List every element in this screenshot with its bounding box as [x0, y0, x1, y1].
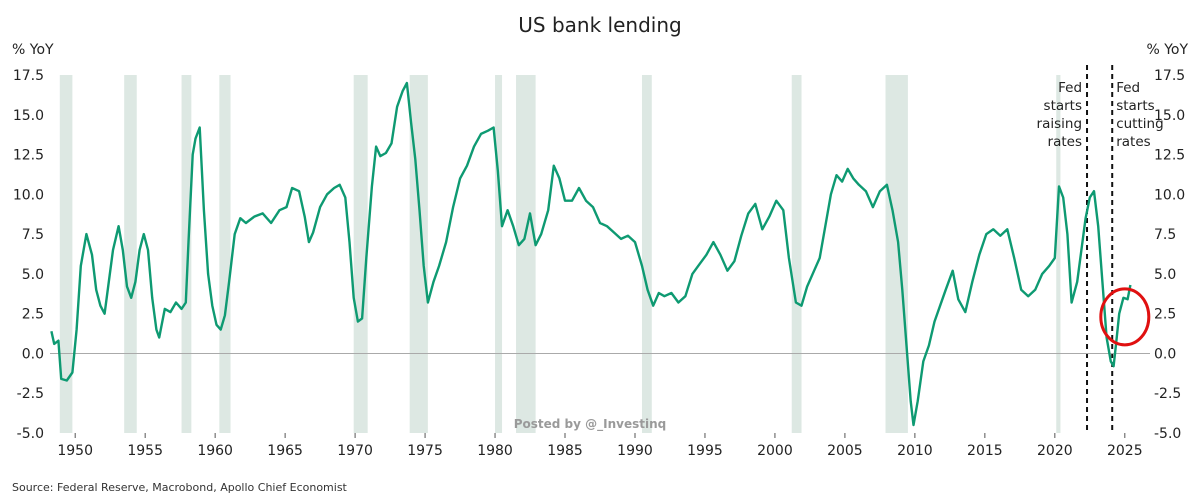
y-tick-right-4: 7.5	[1154, 227, 1176, 243]
x-tick-11: 2005	[827, 443, 863, 459]
recession-band-5	[409, 75, 428, 433]
x-tick-15: 2025	[1107, 443, 1143, 459]
source-note: Source: Federal Reserve, Macrobond, Apol…	[12, 481, 348, 494]
recession-band-6	[495, 75, 503, 433]
recession-band-8	[641, 75, 652, 433]
x-tick-8: 1990	[617, 443, 653, 459]
x-tick-4: 1970	[337, 443, 373, 459]
recession-band-4	[353, 75, 368, 433]
recession-band-7	[516, 75, 536, 433]
recession-band-10	[885, 75, 908, 433]
fed-rate-lines	[1086, 65, 1114, 433]
axes: 17.5 17.5 15.0 15.0 12.5 12.5 10.0 10.0 7.5 7.5 5.…	[13, 68, 1185, 459]
x-tick-7: 1985	[547, 443, 583, 459]
watermark: Posted by @_Investinq	[514, 417, 667, 432]
y-tick-right-9: -5.0	[1154, 426, 1181, 442]
left-axis-unit: % YoY	[12, 42, 54, 58]
chart-title: US bank lending	[518, 13, 681, 37]
x-tick-13: 2015	[967, 443, 1003, 459]
recession-band-2	[181, 75, 192, 433]
x-tick-14: 2020	[1037, 443, 1073, 459]
annotation-0-line-0: Fed	[1058, 80, 1082, 96]
y-tick-left-6: 2.5	[22, 307, 44, 323]
y-tick-left-1: 15.0	[13, 108, 44, 124]
y-tick-left-4: 7.5	[22, 227, 44, 243]
y-tick-left-5: 5.0	[22, 267, 44, 283]
x-tick-5: 1975	[407, 443, 443, 459]
annotation-0-line-3: rates	[1048, 134, 1082, 150]
y-tick-left-9: -5.0	[17, 426, 44, 442]
x-tick-10: 2000	[757, 443, 793, 459]
recession-bands	[59, 75, 1061, 433]
x-tick-3: 1965	[267, 443, 303, 459]
highlight-circle	[1099, 287, 1151, 347]
annotation-0-line-1: starts	[1044, 98, 1082, 114]
x-tick-9: 1995	[687, 443, 723, 459]
bank-lending-line	[50, 81, 1132, 427]
y-tick-right-8: -2.5	[1154, 386, 1181, 402]
y-tick-right-5: 5.0	[1154, 267, 1176, 283]
annotation-1-line-1: starts	[1116, 98, 1154, 114]
annotations: Fed starts raising rates Fed starts cutting rat…	[1037, 80, 1164, 150]
recession-band-11	[1056, 75, 1061, 433]
recession-band-0	[59, 75, 73, 433]
y-tick-right-2: 12.5	[1154, 148, 1185, 164]
y-tick-right-1: 15.0	[1154, 108, 1185, 124]
recession-band-3	[219, 75, 231, 433]
y-tick-left-3: 10.0	[13, 187, 44, 203]
x-tick-6: 1980	[477, 443, 513, 459]
x-tick-0: 1950	[57, 443, 93, 459]
y-tick-right-7: 0.0	[1154, 346, 1176, 362]
annotation-1-line-0: Fed	[1116, 80, 1140, 96]
y-tick-right-6: 2.5	[1154, 307, 1176, 323]
recession-band-9	[791, 75, 802, 433]
y-tick-left-7: 0.0	[22, 346, 44, 362]
right-axis-unit: % YoY	[1146, 42, 1188, 58]
x-tick-1: 1955	[127, 443, 163, 459]
y-tick-left-0: 17.5	[13, 68, 44, 84]
x-tick-2: 1960	[197, 443, 233, 459]
y-tick-left-8: -2.5	[17, 386, 44, 402]
y-tick-right-3: 10.0	[1154, 187, 1185, 203]
x-tick-12: 2010	[897, 443, 933, 459]
recession-band-1	[124, 75, 137, 433]
y-tick-left-2: 12.5	[13, 148, 44, 164]
annotation-1-line-3: rates	[1116, 134, 1150, 150]
annotation-0-line-2: raising	[1037, 116, 1082, 132]
annotation-1-line-2: cutting	[1116, 116, 1163, 132]
y-tick-right-0: 17.5	[1154, 68, 1185, 84]
